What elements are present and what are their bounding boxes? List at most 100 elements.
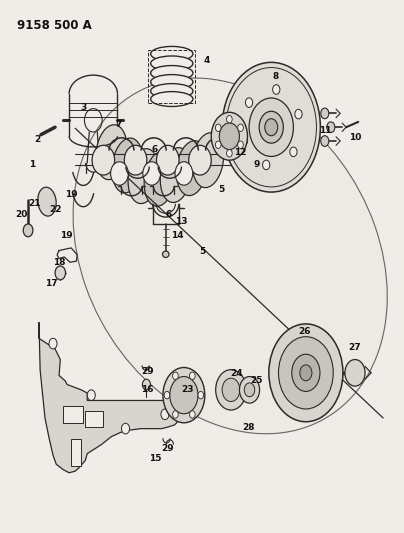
Ellipse shape — [144, 151, 175, 206]
Text: 22: 22 — [49, 205, 61, 214]
Text: 26: 26 — [299, 327, 311, 336]
Text: 13: 13 — [175, 217, 187, 226]
Circle shape — [321, 108, 329, 119]
Text: 17: 17 — [45, 279, 57, 288]
Bar — [148, 50, 195, 103]
Circle shape — [273, 85, 280, 94]
Circle shape — [156, 146, 179, 175]
Circle shape — [55, 266, 65, 280]
Circle shape — [173, 372, 178, 379]
Text: 15: 15 — [149, 455, 162, 463]
Text: 6: 6 — [152, 145, 158, 154]
Ellipse shape — [160, 148, 191, 203]
Text: 2: 2 — [34, 135, 40, 144]
Polygon shape — [85, 411, 103, 427]
Circle shape — [249, 98, 293, 157]
Circle shape — [143, 162, 160, 185]
Ellipse shape — [151, 46, 193, 61]
Circle shape — [216, 369, 246, 410]
Circle shape — [161, 409, 169, 419]
Text: 1: 1 — [29, 160, 35, 169]
Ellipse shape — [151, 92, 193, 107]
Text: 21: 21 — [29, 199, 41, 208]
Text: 4: 4 — [204, 56, 210, 64]
Circle shape — [175, 162, 193, 185]
Circle shape — [245, 98, 252, 107]
Circle shape — [170, 376, 198, 414]
Circle shape — [219, 123, 240, 150]
Circle shape — [295, 109, 302, 119]
Circle shape — [189, 372, 195, 379]
Text: 5: 5 — [200, 247, 206, 256]
Text: 5: 5 — [218, 185, 225, 194]
Ellipse shape — [151, 75, 193, 90]
Text: 23: 23 — [182, 385, 194, 394]
Circle shape — [198, 391, 204, 399]
Text: 28: 28 — [242, 423, 255, 432]
Text: 18: 18 — [53, 258, 65, 266]
Circle shape — [111, 162, 128, 185]
Text: 11: 11 — [318, 126, 331, 135]
Circle shape — [87, 390, 95, 400]
Circle shape — [215, 141, 221, 149]
Text: 6: 6 — [166, 210, 172, 219]
Polygon shape — [63, 406, 83, 423]
Circle shape — [215, 124, 221, 132]
Circle shape — [124, 146, 147, 175]
Ellipse shape — [151, 56, 193, 71]
Text: 29: 29 — [162, 444, 174, 453]
Text: 27: 27 — [348, 343, 360, 352]
Ellipse shape — [73, 78, 387, 434]
Polygon shape — [71, 439, 81, 466]
Circle shape — [300, 365, 312, 381]
Ellipse shape — [177, 141, 208, 196]
Circle shape — [278, 337, 333, 409]
Circle shape — [259, 111, 283, 143]
Circle shape — [163, 368, 205, 423]
Text: 29: 29 — [141, 367, 154, 376]
Text: 9158 500 A: 9158 500 A — [17, 19, 92, 33]
Circle shape — [244, 383, 255, 397]
Text: 14: 14 — [171, 231, 183, 240]
Text: 16: 16 — [141, 385, 154, 394]
Text: 24: 24 — [230, 369, 242, 378]
Text: 3: 3 — [80, 102, 86, 111]
Text: 20: 20 — [15, 210, 28, 219]
Ellipse shape — [128, 149, 159, 204]
Text: 8: 8 — [272, 71, 278, 80]
Circle shape — [240, 135, 248, 145]
Circle shape — [292, 354, 320, 391]
Text: 7: 7 — [115, 119, 122, 128]
Ellipse shape — [192, 133, 224, 188]
Text: 19: 19 — [60, 231, 72, 240]
Circle shape — [49, 338, 57, 349]
Ellipse shape — [96, 125, 127, 180]
Circle shape — [269, 324, 343, 422]
Text: 9: 9 — [253, 160, 259, 169]
Polygon shape — [39, 322, 184, 473]
Text: 10: 10 — [349, 133, 361, 142]
Circle shape — [265, 119, 278, 136]
Circle shape — [345, 360, 365, 386]
Circle shape — [189, 411, 195, 418]
Circle shape — [143, 379, 150, 390]
Ellipse shape — [112, 138, 143, 193]
Text: 19: 19 — [65, 190, 78, 199]
Ellipse shape — [162, 251, 169, 257]
Text: 25: 25 — [250, 376, 263, 385]
Circle shape — [327, 122, 335, 133]
Circle shape — [238, 124, 243, 132]
Circle shape — [240, 376, 260, 403]
Circle shape — [211, 112, 248, 160]
Text: 12: 12 — [234, 148, 246, 157]
Circle shape — [122, 423, 130, 434]
Circle shape — [222, 378, 240, 401]
Circle shape — [92, 146, 115, 175]
Circle shape — [173, 411, 178, 418]
Ellipse shape — [38, 187, 56, 216]
Circle shape — [321, 136, 329, 147]
Circle shape — [290, 147, 297, 157]
Circle shape — [227, 116, 232, 123]
Circle shape — [23, 224, 33, 237]
Circle shape — [263, 160, 270, 169]
